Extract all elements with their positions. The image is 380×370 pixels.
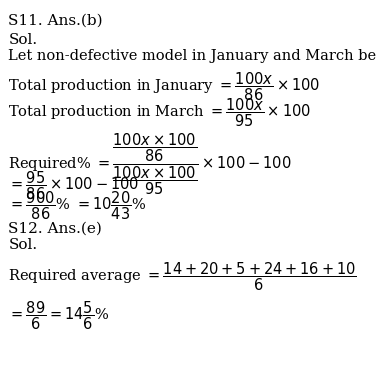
Text: Total production in March $= \dfrac{100x}{95} \times 100$: Total production in March $= \dfrac{100x… — [8, 97, 311, 130]
Text: $= \dfrac{900}{86}$% $= 10\dfrac{20}{43}$%: $= \dfrac{900}{86}$% $= 10\dfrac{20}{43}… — [8, 189, 147, 222]
Text: Sol.: Sol. — [8, 33, 38, 47]
Text: S11. Ans.(b): S11. Ans.(b) — [8, 13, 103, 27]
Text: $= \dfrac{89}{6} = 14\dfrac{5}{6}$%: $= \dfrac{89}{6} = 14\dfrac{5}{6}$% — [8, 300, 109, 332]
Text: Sol.: Sol. — [8, 238, 38, 252]
Text: Total production in January $= \dfrac{100x}{86} \times 100$: Total production in January $= \dfrac{10… — [8, 70, 320, 103]
Text: $= \dfrac{95}{86} \times 100 - 100$: $= \dfrac{95}{86} \times 100 - 100$ — [8, 169, 139, 202]
Text: Required% $= \dfrac{\dfrac{100x\times100}{86}}{\dfrac{100x\times100}{95}} \times: Required% $= \dfrac{\dfrac{100x\times100… — [8, 131, 292, 197]
Text: S12. Ans.(e): S12. Ans.(e) — [8, 222, 102, 236]
Text: Let non-defective model in January and March be 100x: Let non-defective model in January and M… — [8, 49, 380, 63]
Text: Required average $= \dfrac{14+20+5+24+16+10}{6}$: Required average $= \dfrac{14+20+5+24+16… — [8, 261, 357, 293]
